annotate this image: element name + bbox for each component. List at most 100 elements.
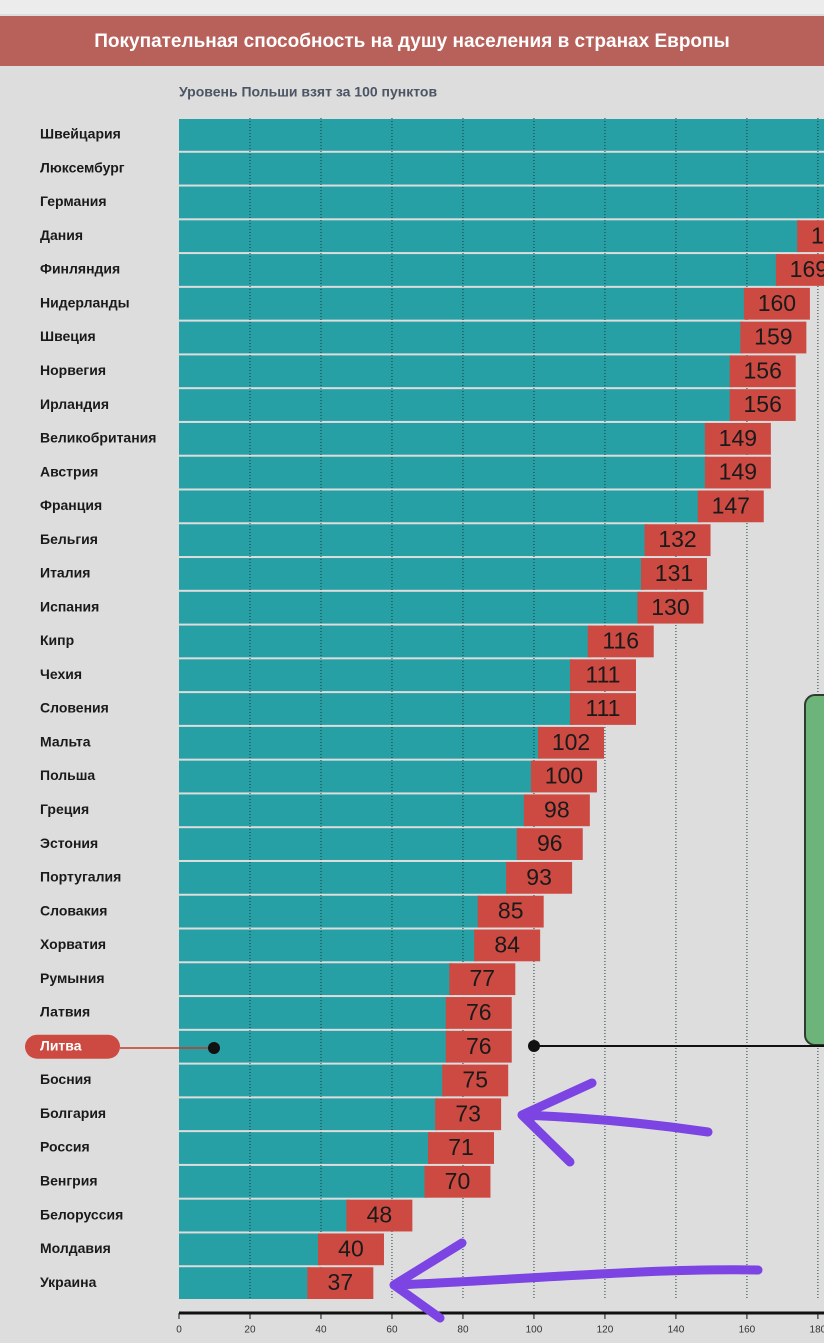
x-tick-label: 140 — [668, 1325, 685, 1336]
y-tick-label: Латвия — [40, 1004, 90, 1020]
value-label-box — [775, 254, 824, 286]
x-tick-label: 80 — [457, 1325, 469, 1336]
y-tick-label: Молдавия — [40, 1240, 111, 1256]
y-tick-label: Испания — [40, 598, 99, 614]
bar — [179, 355, 733, 388]
value-label: 111 — [586, 695, 621, 721]
title-banner — [0, 16, 824, 66]
bar — [179, 456, 708, 489]
bar — [179, 861, 510, 894]
y-tick-label: Словения — [40, 700, 109, 716]
value-label: 156 — [744, 391, 782, 417]
y-tick-label: Италия — [40, 565, 90, 581]
y-tick-label: Ирландия — [40, 396, 109, 412]
pointer-dot — [208, 1042, 220, 1054]
value-label-box — [449, 963, 516, 996]
value-label: 156 — [744, 357, 782, 383]
bar — [179, 726, 542, 759]
value-label: 159 — [754, 324, 792, 350]
y-tick-label: Великобритания — [40, 430, 156, 446]
bar — [179, 1199, 350, 1232]
value-label-box — [729, 389, 796, 421]
bar — [179, 321, 744, 354]
bar — [179, 693, 573, 725]
value-label: 98 — [544, 796, 570, 822]
y-tick-label: Кипр — [40, 632, 74, 648]
value-label: 102 — [552, 729, 590, 755]
y-tick-label: Австрия — [40, 463, 98, 479]
value-label-box — [729, 355, 796, 388]
bar — [179, 1132, 432, 1164]
y-tick-label: Белоруссия — [40, 1206, 123, 1222]
bar — [179, 524, 648, 557]
value-label: 111 — [586, 661, 621, 687]
x-tick-label: 160 — [739, 1325, 756, 1336]
bar — [179, 389, 733, 421]
chart-title: Покупательная способность на душу населе… — [94, 31, 730, 52]
value-label-box — [640, 558, 707, 590]
value-label-box — [530, 760, 597, 793]
value-label: 77 — [470, 965, 496, 991]
y-tick-label: Финляндия — [40, 261, 120, 277]
y-tick-label: Норвегия — [40, 362, 106, 378]
value-label: 93 — [526, 864, 552, 890]
value-label: 76 — [466, 999, 492, 1025]
y-tick-label: Румыния — [40, 970, 104, 986]
value-label-box — [435, 1098, 502, 1131]
side-box — [804, 694, 824, 1046]
bar — [179, 186, 824, 219]
value-label-box — [797, 220, 824, 253]
value-label: 160 — [758, 290, 796, 316]
y-tick-label: Швеция — [40, 328, 96, 344]
value-label: 40 — [338, 1235, 364, 1261]
bar — [179, 1030, 449, 1063]
x-tick-label: 120 — [597, 1325, 614, 1336]
value-label-box — [346, 1199, 413, 1232]
value-label-box — [740, 321, 807, 354]
value-label-box — [644, 524, 711, 557]
value-label-box — [637, 591, 704, 624]
plot: Швейцария Люксембург Германия Дания Финлянди… — [25, 118, 824, 1336]
y-tick-label: Украина — [40, 1274, 97, 1290]
bar — [179, 254, 779, 286]
bar — [179, 997, 449, 1029]
bar — [179, 760, 534, 793]
y-tick-label: Эстония — [40, 835, 98, 851]
value-label: 84 — [494, 931, 520, 957]
x-tick-label: 100 — [526, 1325, 543, 1336]
bar — [179, 220, 801, 253]
value-label: 130 — [651, 594, 689, 620]
y-tick-label: Германия — [40, 193, 107, 209]
value-label-box — [704, 456, 771, 489]
value-label: 73 — [455, 1100, 481, 1126]
bar — [179, 1064, 446, 1097]
y-tick-label: Дания — [40, 227, 83, 243]
value-label-box — [445, 997, 512, 1029]
y-tick-label: Венгрия — [40, 1173, 98, 1189]
value-label-box — [428, 1132, 495, 1164]
value-label: 132 — [658, 526, 696, 552]
bar — [179, 929, 478, 962]
highlight-pill — [25, 1034, 120, 1059]
y-tick-label: Словакия — [40, 902, 107, 918]
pointer-dot — [528, 1040, 540, 1052]
y-tick-label: Россия — [40, 1139, 90, 1155]
y-tick-label: Греция — [40, 801, 89, 817]
value-label-box — [506, 861, 573, 894]
x-tick-label: 180 — [810, 1325, 824, 1336]
subtitle: Уровень Польши взят за 100 пунктов — [179, 84, 437, 100]
value-label-box — [442, 1064, 509, 1097]
y-tick-label: Мальта — [40, 733, 91, 749]
y-tick-label: Швейцария — [40, 126, 121, 142]
value-label: 70 — [445, 1168, 471, 1194]
value-label-box — [317, 1233, 384, 1266]
bar — [179, 287, 747, 320]
bar — [179, 119, 824, 151]
y-tick-label: Нидерланды — [40, 294, 130, 310]
x-tick-label: 0 — [176, 1325, 182, 1336]
value-label-box — [307, 1267, 374, 1299]
y-tick-label: Хорватия — [40, 936, 106, 952]
value-label-box — [704, 422, 771, 455]
bar — [179, 659, 573, 692]
